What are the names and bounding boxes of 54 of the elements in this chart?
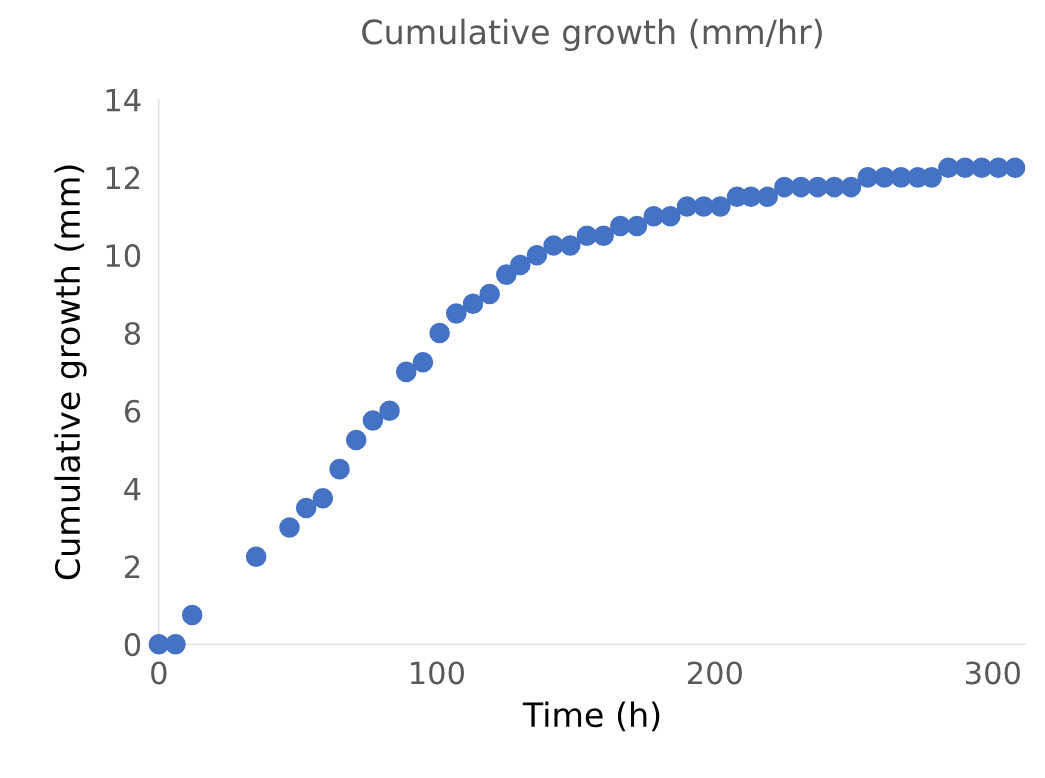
y-tick-label: 12: [106, 166, 140, 189]
point: [329, 458, 350, 480]
point: [446, 303, 467, 324]
point: [1004, 157, 1026, 178]
point: [543, 235, 564, 256]
point: [560, 235, 581, 256]
point: [921, 167, 942, 188]
point: [295, 497, 317, 519]
x-tick-label: 0: [151, 661, 167, 685]
chart-title: Cumulative growth (mm/hr): [362, 18, 822, 51]
point: [181, 604, 203, 626]
point: [593, 225, 614, 247]
point: [807, 176, 828, 198]
point: [462, 293, 484, 315]
point: [496, 264, 517, 285]
y-tick-label: 10: [106, 244, 141, 268]
point: [988, 157, 1009, 178]
point: [938, 157, 959, 178]
point: [412, 351, 434, 373]
point: [395, 361, 417, 383]
y-tick-label: 14: [106, 88, 141, 112]
point: [526, 244, 548, 266]
point: [345, 429, 367, 451]
point: [312, 488, 334, 509]
x-tick-label: 200: [687, 661, 742, 685]
point: [479, 283, 500, 305]
point: [362, 410, 384, 431]
point: [857, 167, 878, 188]
y-tick-label: 0: [124, 633, 141, 657]
point: [710, 196, 731, 217]
point: [971, 157, 992, 178]
x-tick-label: 100: [411, 661, 464, 685]
point: [790, 176, 812, 198]
y-tick-label: 2: [124, 555, 140, 578]
point: [890, 167, 912, 188]
point: [509, 254, 531, 276]
point: [379, 400, 400, 422]
y-tick-label: 6: [124, 399, 141, 423]
y-axis-title: Cumulative growth (mm): [54, 165, 87, 580]
point: [660, 206, 681, 227]
point: [626, 215, 648, 237]
point: [429, 322, 450, 344]
point: [840, 176, 862, 198]
point: [757, 186, 778, 208]
x-axis-title: Time (h): [522, 701, 660, 732]
point: [165, 633, 186, 655]
y-tick-label: 4: [124, 477, 141, 501]
point: [245, 546, 267, 567]
point: [610, 215, 631, 237]
point: [954, 157, 976, 178]
x-tick-label: 300: [966, 661, 1020, 685]
point: [279, 517, 300, 538]
y-tick-label: 8: [124, 321, 141, 346]
point: [576, 225, 598, 247]
